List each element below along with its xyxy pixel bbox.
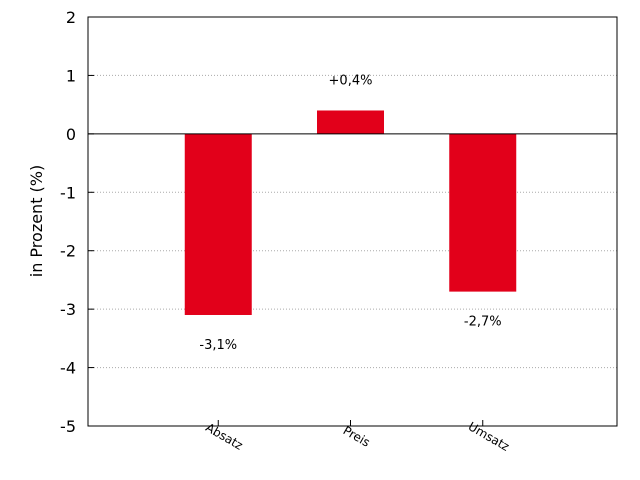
- gridlines: [88, 74, 617, 369]
- x-tick-label: Absatz: [203, 420, 245, 452]
- y-tick-label: 2: [66, 8, 76, 27]
- x-tick-label: Umsatz: [466, 419, 512, 454]
- y-tick-label: 0: [66, 125, 76, 144]
- y-axis-ticks: 2 1 0 -1 -2 -3 -4 -5: [60, 8, 94, 436]
- y-tick-label: -4: [60, 359, 76, 378]
- y-tick-label: -5: [60, 417, 76, 436]
- data-labels: -3,1% +0,4% -2,7%: [199, 73, 501, 353]
- y-tick-label: -1: [60, 183, 76, 202]
- y-tick-label: -2: [60, 242, 76, 261]
- x-tick-label: Preis: [341, 423, 373, 449]
- x-axis-ticks: Absatz Preis Umsatz: [203, 419, 512, 454]
- bar-absatz: [184, 133, 252, 315]
- bars: [184, 110, 517, 315]
- plot-frame: [87, 16, 618, 427]
- bar-preis: [317, 110, 384, 134]
- y-axis-title: in Prozent (%): [27, 165, 46, 277]
- data-label: +0,4%: [329, 73, 373, 88]
- data-label: -3,1%: [199, 338, 237, 353]
- y-tick-label: 1: [66, 66, 76, 85]
- bar-umsatz: [449, 133, 517, 292]
- y-tick-label: -3: [60, 300, 76, 319]
- data-label: -2,7%: [464, 315, 502, 330]
